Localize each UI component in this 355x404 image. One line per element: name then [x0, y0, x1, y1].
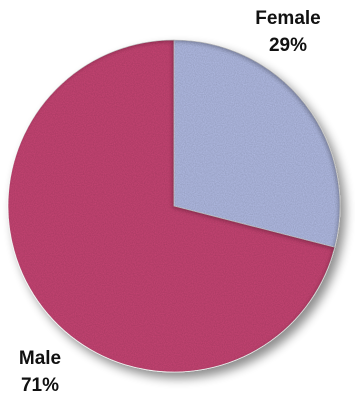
pie-slice-texture-female [174, 40, 340, 248]
slice-label-female-name: Female [255, 8, 320, 29]
slice-label-male-value: 71% [21, 375, 59, 396]
slice-label-male-name: Male [19, 348, 61, 369]
slice-label-female-value: 29% [269, 35, 307, 56]
pie-slice-texture-male [7, 39, 335, 372]
